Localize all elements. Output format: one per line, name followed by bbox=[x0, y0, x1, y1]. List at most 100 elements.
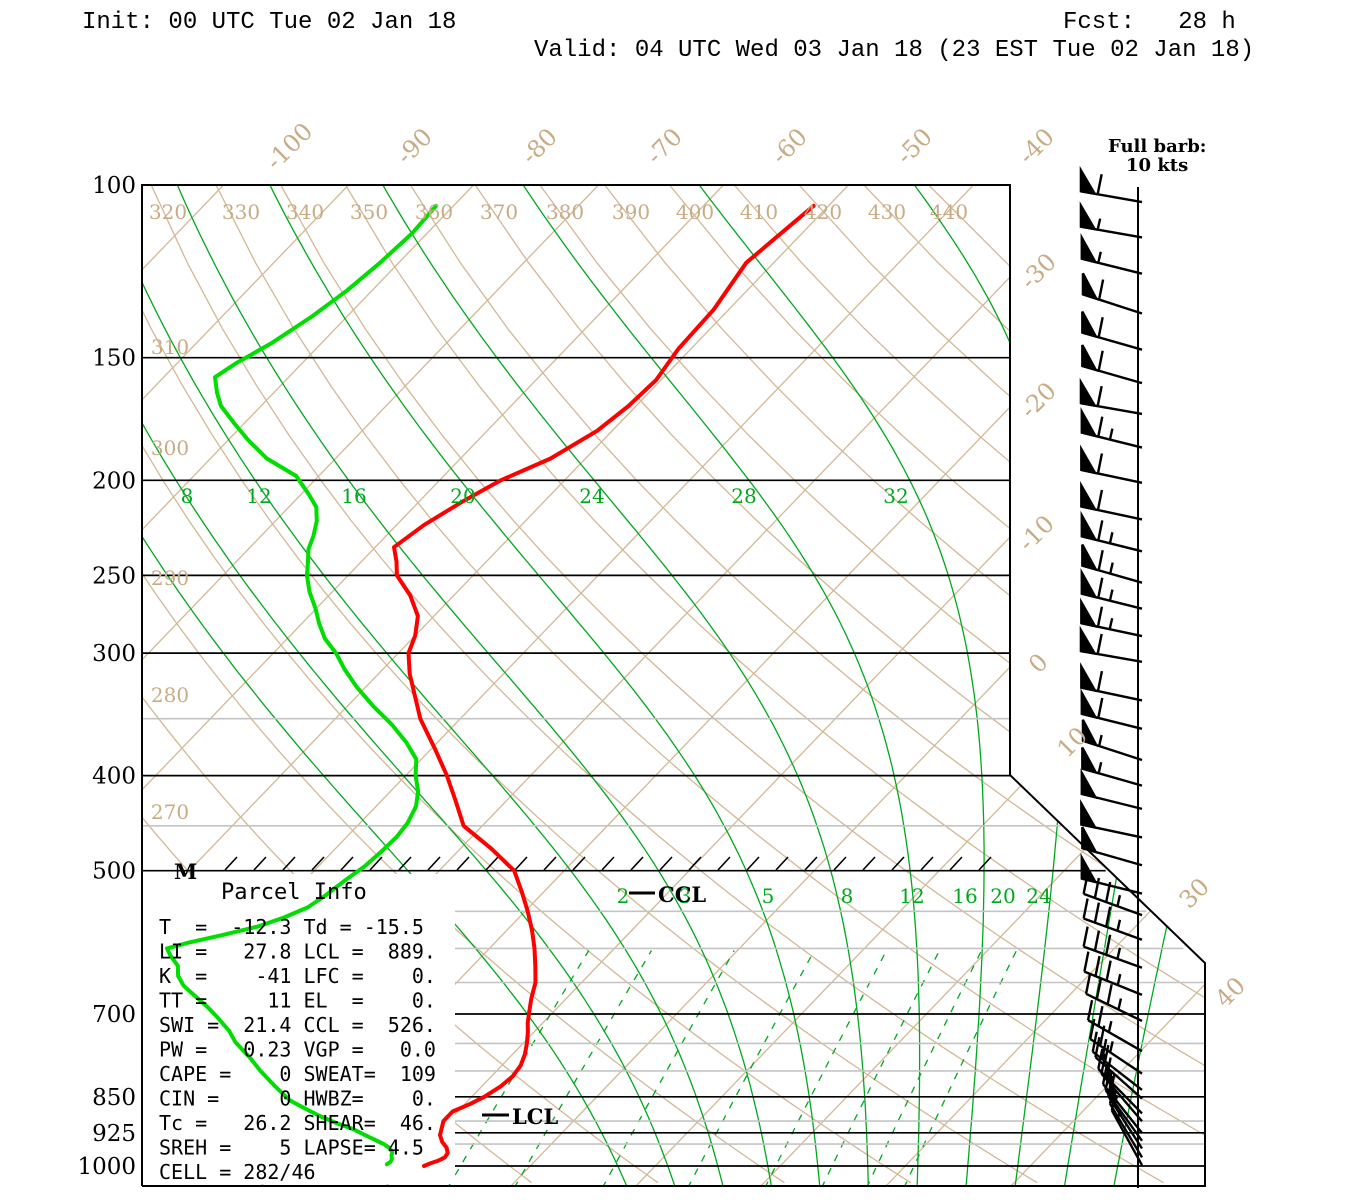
wind-barb-full bbox=[1096, 385, 1103, 407]
wind-barb-pennant bbox=[1081, 311, 1099, 339]
wind-barb-full bbox=[1082, 926, 1089, 947]
wind-barb-pennant bbox=[1080, 510, 1098, 542]
hatch-tick bbox=[891, 856, 905, 871]
wind-barb-full bbox=[1083, 951, 1090, 972]
wind-barb bbox=[1080, 662, 1143, 702]
wind-barb-pennant bbox=[1080, 406, 1098, 438]
wind-barb bbox=[1086, 999, 1143, 1053]
wind-barb-pennant bbox=[1080, 852, 1098, 884]
wind-barb-full bbox=[1097, 697, 1104, 719]
wind-barb-half bbox=[1096, 218, 1102, 230]
dry-adiabat-label-left: 280 bbox=[151, 683, 189, 707]
mixing-ratio-label: 12 bbox=[899, 884, 924, 908]
pressure-axis-label: 700 bbox=[92, 1002, 136, 1028]
hatch-tick bbox=[282, 856, 296, 871]
wind-barb-pennant bbox=[1080, 568, 1098, 599]
wind-barb-half bbox=[1116, 894, 1122, 907]
isotherm-line bbox=[510, 185, 1205, 1186]
wind-barb bbox=[1110, 1090, 1144, 1166]
wind-barb-half bbox=[1108, 428, 1114, 440]
moist-adiabat-label: 12 bbox=[246, 484, 271, 508]
parcel-info-line: PW = 0.23 VGP = 0.0 bbox=[159, 1038, 436, 1062]
wind-barb-pennant bbox=[1080, 480, 1098, 512]
isotherm-label-top: -100 bbox=[260, 117, 318, 175]
wind-barb-full bbox=[1082, 873, 1089, 895]
isotherm-label-right: -20 bbox=[1015, 377, 1062, 424]
wind-barb-pennant bbox=[1080, 768, 1098, 800]
wind-barb-shaft bbox=[1083, 945, 1143, 969]
wind-barb-pennant bbox=[1079, 625, 1098, 656]
wind-barb-full bbox=[1097, 416, 1104, 437]
wind-barb-full bbox=[1100, 1053, 1107, 1074]
pressure-axis-label: 300 bbox=[92, 641, 136, 667]
dry-adiabat-line bbox=[142, 185, 1038, 1184]
parcel-info-line: LI = 27.8 LCL = 889. bbox=[159, 940, 436, 964]
hatch-tick bbox=[717, 856, 731, 871]
wind-barb-half bbox=[1116, 1109, 1122, 1122]
wind-barb bbox=[1080, 406, 1143, 449]
wind-barb bbox=[1080, 568, 1143, 610]
wind-barb-half bbox=[1108, 589, 1114, 601]
wind-barb bbox=[1083, 951, 1143, 996]
pressure-axis-label: 925 bbox=[92, 1121, 136, 1147]
dry-adiabat-label-left: 270 bbox=[151, 800, 189, 824]
wind-barb-full bbox=[1097, 550, 1104, 571]
dry-adiabat-label-top: 380 bbox=[546, 200, 584, 224]
wind-barb-half bbox=[1117, 998, 1123, 1010]
wind-barb-full bbox=[1096, 633, 1103, 655]
wind-barb-pennant bbox=[1079, 165, 1098, 196]
isotherm-line bbox=[142, 185, 474, 1186]
isotherm-line bbox=[885, 185, 1205, 1186]
wind-barb bbox=[1082, 898, 1143, 941]
mixing-ratio-label: 2 bbox=[617, 884, 630, 908]
wind-barb-full bbox=[1094, 1036, 1101, 1058]
dry-adiabat-line bbox=[409, 185, 1205, 1184]
dry-adiabat-line bbox=[280, 185, 1205, 1184]
dry-adiabat-label-left: 310 bbox=[151, 335, 189, 359]
dry-adiabat-line bbox=[604, 185, 1205, 1184]
pressure-axis-label: 500 bbox=[92, 859, 136, 885]
hatch-tick bbox=[746, 856, 760, 871]
wind-barb bbox=[1080, 444, 1143, 485]
wind-barb-half bbox=[1116, 947, 1122, 960]
wind-barb-full bbox=[1099, 1025, 1106, 1046]
dry-adiabat-label-top: 370 bbox=[480, 200, 518, 224]
wind-barb-pennant bbox=[1081, 746, 1099, 775]
wind-barb-full bbox=[1084, 973, 1092, 995]
hatch-tick bbox=[253, 856, 267, 871]
wind-barb bbox=[1081, 719, 1143, 762]
wind-barb-half bbox=[1107, 1071, 1113, 1084]
hatch-tick bbox=[833, 856, 847, 871]
dry-adiabat-line bbox=[733, 185, 1205, 1184]
wind-barb-full bbox=[1106, 984, 1113, 1005]
wind-barb bbox=[1079, 377, 1143, 416]
wind-barb-full bbox=[1096, 670, 1104, 692]
wind-barb-shaft bbox=[1083, 970, 1143, 996]
wind-barb-half bbox=[1116, 973, 1122, 986]
wind-barb-full bbox=[1100, 1038, 1108, 1060]
mixed-layer-marker: M bbox=[174, 859, 197, 884]
wind-barb-full bbox=[1105, 960, 1112, 981]
wind-barb-shaft bbox=[1083, 892, 1143, 917]
wind-barb-full bbox=[1097, 1048, 1104, 1070]
wind-barb-shaft bbox=[1087, 1019, 1143, 1053]
mixing-ratio-label: 3 bbox=[679, 884, 692, 908]
wind-barb bbox=[1084, 973, 1143, 1023]
wind-barb-full bbox=[1097, 279, 1105, 300]
isotherm-label-top: -90 bbox=[391, 123, 438, 170]
isotherm-label-right: -30 bbox=[1015, 248, 1062, 295]
wind-barb-full bbox=[1096, 606, 1104, 627]
wind-barb bbox=[1081, 544, 1143, 584]
wind-barb bbox=[1080, 852, 1143, 895]
init-time: Init: 00 UTC Tue 02 Jan 18 bbox=[82, 9, 456, 36]
pressure-axis-label: 1000 bbox=[77, 1154, 136, 1180]
parcel-info-line: SWI = 21.4 CCL = 526. bbox=[159, 1013, 436, 1037]
mixing-ratio-label: 5 bbox=[762, 884, 775, 908]
wind-barb-shaft bbox=[1108, 1103, 1144, 1158]
dewpoint-curve bbox=[165, 203, 439, 1167]
wind-barb-full bbox=[1097, 1005, 1104, 1027]
isotherm-line bbox=[1010, 185, 1205, 1186]
hatch-tick bbox=[311, 856, 325, 871]
wind-barb bbox=[1080, 688, 1143, 731]
